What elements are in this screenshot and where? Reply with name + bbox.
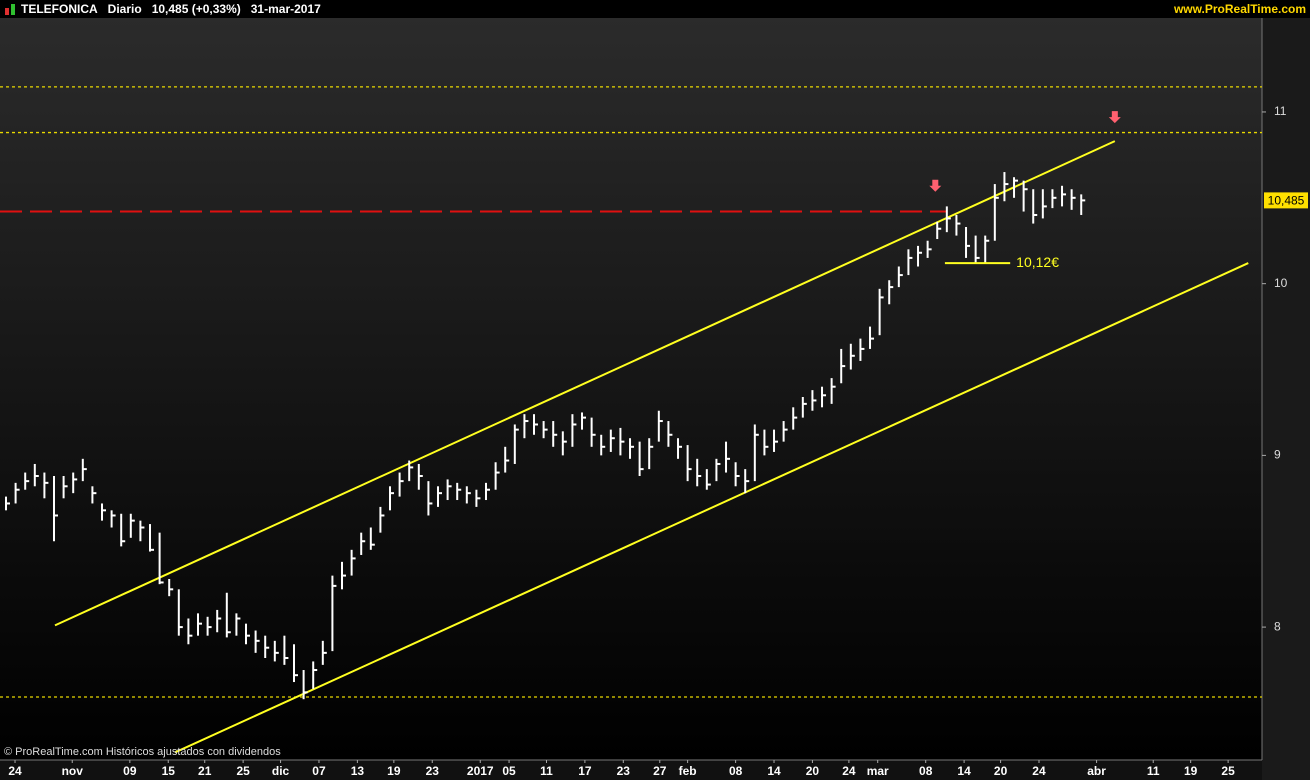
- x-tick-label: 19: [387, 764, 401, 778]
- x-tick-label: 07: [312, 764, 326, 778]
- time-axis: [0, 760, 1262, 780]
- trend-line: [174, 262, 1249, 754]
- y-tick-label: 11: [1274, 104, 1287, 118]
- x-tick-label: 11: [540, 764, 553, 778]
- x-tick-label: abr: [1087, 764, 1106, 778]
- x-tick-label: mar: [867, 764, 889, 778]
- x-tick-label: 25: [236, 764, 250, 778]
- y-tick-label: 8: [1274, 619, 1281, 633]
- x-tick-label: 2017: [467, 764, 494, 778]
- signal-arrow: [929, 179, 942, 192]
- x-tick-label: 14: [767, 764, 781, 778]
- y-tick-label: 9: [1274, 448, 1281, 462]
- x-tick-label: 24: [8, 764, 22, 778]
- x-tick-label: 13: [351, 764, 365, 778]
- x-tick-label: 15: [162, 764, 176, 778]
- x-tick-label: feb: [679, 764, 697, 778]
- x-tick-label: 25: [1221, 764, 1235, 778]
- last-price-box: [1264, 192, 1308, 209]
- x-tick-label: 11: [1147, 764, 1160, 778]
- x-tick-label: 19: [1184, 764, 1198, 778]
- x-tick-label: 08: [729, 764, 743, 778]
- quote: 10,485 (+0,33%): [151, 2, 241, 16]
- x-tick-label: 05: [502, 764, 516, 778]
- x-tick-label: nov: [62, 764, 84, 778]
- period: Diario: [107, 2, 142, 16]
- annotation-label: 10,12€: [1016, 254, 1059, 270]
- x-tick-label: 17: [578, 764, 592, 778]
- symbol: TELEFONICA: [21, 2, 98, 16]
- x-tick-label: 27: [653, 764, 667, 778]
- header: TELEFONICA Diario 10,485 (+0,33%) 31-mar…: [0, 0, 1310, 18]
- footnote: © ProRealTime.com Históricos ajustados c…: [4, 746, 281, 758]
- plot-background: [0, 0, 1262, 760]
- x-tick-label: 08: [919, 764, 933, 778]
- x-tick-label: 21: [198, 764, 212, 778]
- x-tick-label: 23: [617, 764, 631, 778]
- source: www.ProRealTime.com: [1173, 2, 1306, 16]
- x-tick-label: 23: [426, 764, 440, 778]
- x-tick-label: 20: [806, 764, 820, 778]
- x-tick-label: 20: [994, 764, 1008, 778]
- x-tick-label: 14: [957, 764, 971, 778]
- y-tick-label: 10: [1274, 276, 1288, 290]
- signal-arrow: [1108, 111, 1121, 124]
- date: 31-mar-2017: [250, 2, 321, 16]
- x-tick-label: 24: [842, 764, 856, 778]
- last-price-label: 10,485: [1268, 194, 1305, 208]
- x-tick-label: 09: [123, 764, 137, 778]
- price-axis: [1262, 0, 1310, 780]
- icon: [5, 4, 15, 15]
- x-tick-label: 24: [1032, 764, 1046, 778]
- x-tick-label: dic: [272, 764, 290, 778]
